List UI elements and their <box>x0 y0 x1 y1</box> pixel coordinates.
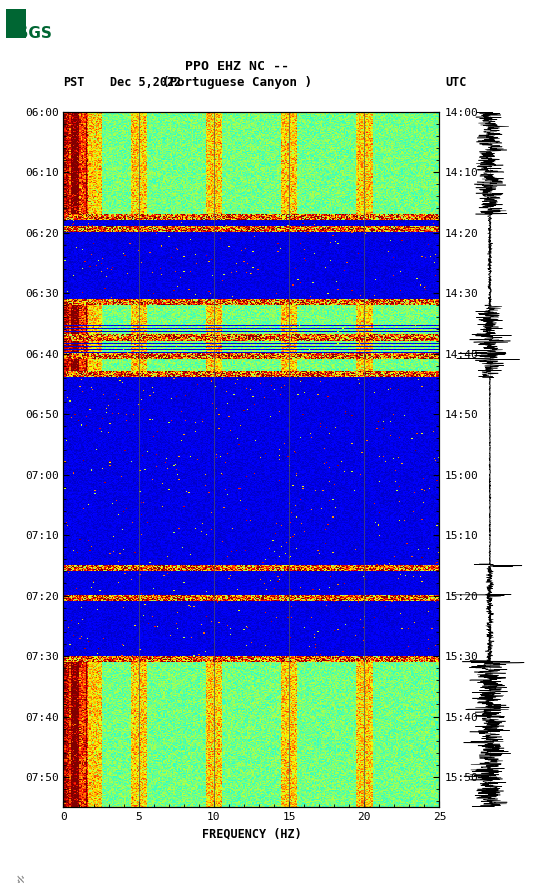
Text: UTC: UTC <box>445 76 466 89</box>
Text: USGS: USGS <box>6 26 52 41</box>
Bar <box>6 9 26 38</box>
Text: Dec 5,2022: Dec 5,2022 <box>110 76 182 89</box>
Text: PPO EHZ NC --: PPO EHZ NC -- <box>185 60 289 73</box>
X-axis label: FREQUENCY (HZ): FREQUENCY (HZ) <box>201 828 301 840</box>
Text: ℵ: ℵ <box>17 875 24 885</box>
Text: (Portuguese Canyon ): (Portuguese Canyon ) <box>162 76 312 89</box>
Text: PST: PST <box>63 76 85 89</box>
